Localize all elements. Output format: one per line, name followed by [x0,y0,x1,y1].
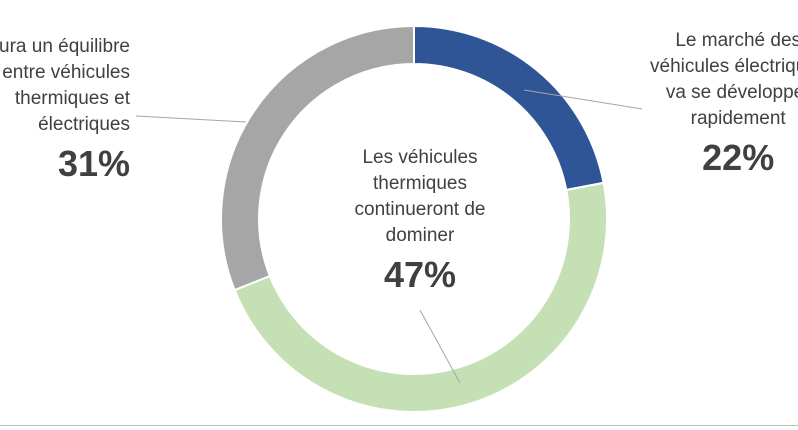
data-label-thermal-line-2: thermiques [373,173,467,194]
data-label-electric-line-4: rapidement [690,108,786,129]
data-label-electric-line-1: Le marché des [675,30,798,51]
leader-line-thermal [419,309,461,384]
data-label-balance-value: 31% [57,143,130,184]
slice-thermal [233,181,608,413]
leader-line-electric [523,89,643,110]
data-label-balance: Il y aura un équilibre entre véhicules t… [0,34,130,186]
data-label-electric-value: 22% [702,137,775,178]
data-label-balance-line-4: électriques [38,114,130,135]
data-label-thermal-line-1: Les véhicules [362,147,478,168]
data-label-electric: Le marché des véhicules électriques va s… [650,28,798,180]
data-label-balance-line-1: Il y aura un équilibre [0,36,130,57]
data-label-balance-line-2: entre véhicules [2,62,130,83]
slice-balance [220,24,415,292]
data-label-electric-line-2: véhicules électriques [650,56,798,77]
data-label-thermal-line-3: continueront de [354,199,486,220]
bottom-border [0,425,798,426]
data-label-balance-line-3: thermiques et [14,88,130,109]
data-label-thermal-value: 47% [383,254,457,295]
data-label-electric-line-3: va se développer [665,82,798,103]
data-label-thermal-line-4: dominer [385,225,455,246]
data-label-thermal: Les véhicules thermiques continueront de… [290,145,550,297]
leader-line-balance [135,115,247,123]
